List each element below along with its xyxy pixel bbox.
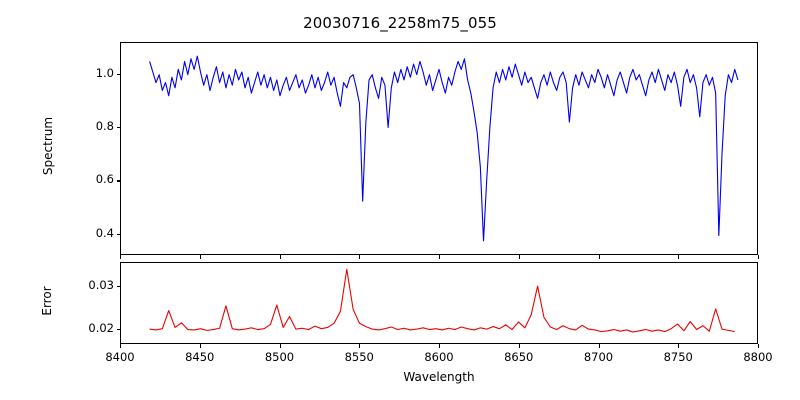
x-tick-6: 8700 (583, 350, 614, 364)
y-tick-spectrum-1: 0.6 (95, 172, 114, 187)
x-tick-0: 8400 (105, 350, 135, 364)
y-tick-mark (116, 73, 120, 76)
x-tick-5: 8650 (504, 350, 534, 364)
y-axis-label-error: Error (40, 286, 54, 316)
x-tick-mark-upper (678, 255, 680, 259)
spectrum-plot-area (121, 43, 757, 254)
error-data-line (150, 269, 735, 332)
y-axis-label-spectrum: Spectrum (41, 116, 55, 176)
x-tick-mark (199, 344, 201, 348)
x-tick-mark-upper (359, 255, 361, 259)
y-tick-mark (116, 328, 120, 330)
x-tick-mark (279, 344, 281, 348)
x-tick-mark (439, 344, 441, 348)
y-tick-mark (116, 233, 120, 235)
spectrum-data-line (150, 56, 738, 241)
page-title: 20030716_2258m75_055 (303, 14, 497, 32)
x-tick-mark (678, 344, 680, 348)
y-tick-spectrum-2: 0.8 (95, 119, 114, 134)
x-axis-label: Wavelength (403, 370, 475, 384)
x-tick-mark-upper (518, 255, 520, 259)
y-tick-mark (116, 180, 120, 182)
x-tick-3: 8550 (344, 350, 374, 364)
x-tick-8: 8800 (743, 350, 773, 364)
y-tick-spectrum-3: 1.0 (95, 65, 114, 80)
x-tick-2: 8500 (264, 350, 295, 364)
x-tick-4: 8600 (424, 350, 454, 364)
x-tick-mark (120, 344, 122, 348)
spectrum-panel (120, 42, 758, 255)
y-tick-error-0: 0.02 (88, 320, 114, 335)
x-tick-mark-upper (598, 255, 600, 259)
x-tick-mark-upper (758, 255, 760, 259)
x-tick-mark-upper (439, 255, 441, 259)
y-tick-mark (116, 285, 120, 287)
error-plot-area (121, 263, 757, 343)
x-tick-mark (359, 344, 361, 348)
x-tick-mark (758, 344, 760, 348)
error-panel (120, 262, 758, 344)
x-tick-mark-upper (279, 255, 281, 259)
x-tick-mark (518, 344, 520, 348)
y-tick-spectrum-0: 0.4 (95, 225, 114, 240)
x-tick-7: 8750 (663, 350, 693, 364)
x-tick-mark-upper (199, 255, 201, 259)
x-tick-1: 8450 (185, 350, 215, 364)
x-tick-mark (598, 344, 600, 348)
y-tick-error-1: 0.03 (88, 277, 114, 292)
y-tick-mark (116, 127, 120, 129)
x-tick-mark-upper (120, 255, 122, 259)
